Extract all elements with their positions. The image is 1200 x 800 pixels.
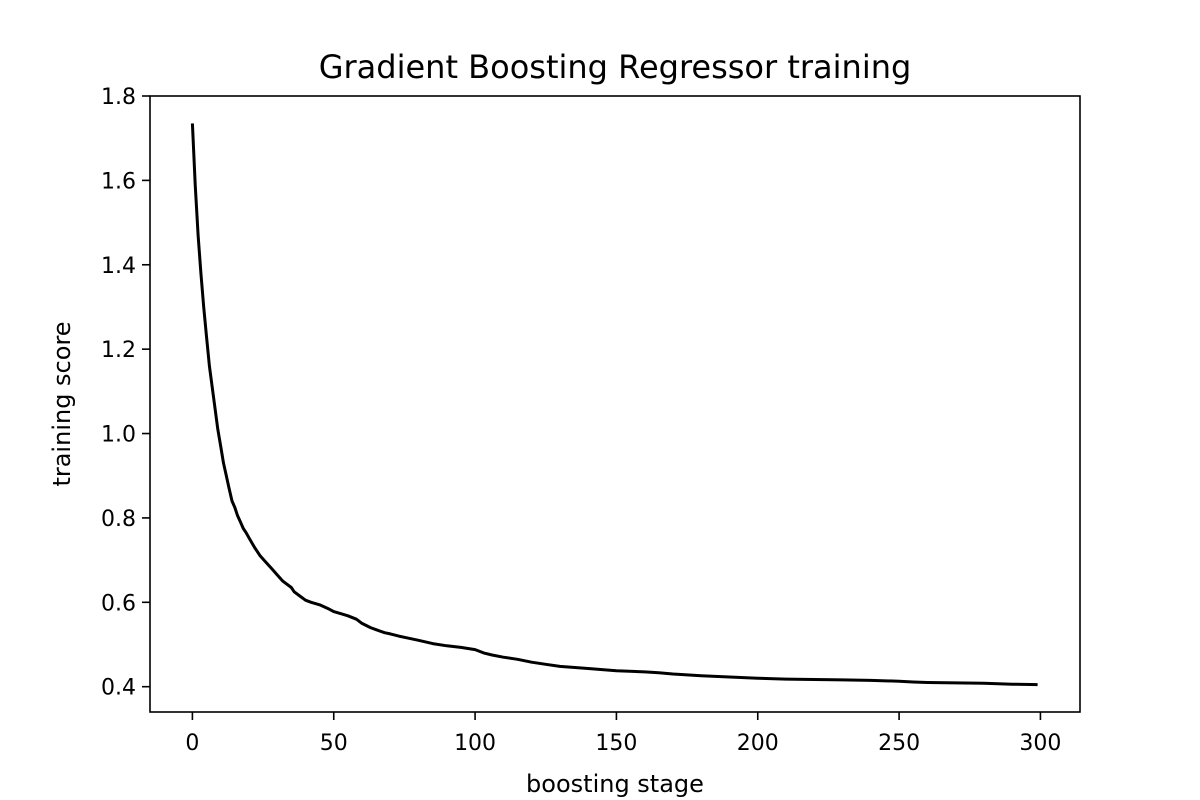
y-tick-label: 0.4 (101, 676, 136, 701)
x-tick-label: 200 (737, 731, 779, 756)
y-tick-label: 1.8 (101, 85, 136, 110)
y-tick-label: 1.0 (101, 423, 136, 448)
y-tick-label: 0.6 (101, 591, 136, 616)
x-axis: 0 50 100 150 200 250 300 (185, 712, 1061, 756)
x-tick-label: 250 (878, 731, 920, 756)
x-tick-label: 300 (1019, 731, 1061, 756)
y-axis-label: training score (48, 321, 76, 486)
x-tick-label: 150 (595, 731, 637, 756)
x-tick-label: 50 (320, 731, 348, 756)
y-tick-label: 1.4 (101, 254, 136, 279)
training-score-line (190, 123, 1038, 687)
plot-area-frame (149, 95, 1081, 713)
chart-title: Gradient Boosting Regressor training (319, 48, 912, 86)
x-tick-label: 0 (185, 731, 199, 756)
y-tick-label: 0.8 (101, 507, 136, 532)
y-tick-label: 1.2 (101, 338, 136, 363)
x-axis-label: boosting stage (526, 770, 704, 798)
y-tick-label: 1.6 (101, 169, 136, 194)
x-tick-label: 100 (454, 731, 496, 756)
y-axis: 0.4 0.6 0.8 1.0 1.2 1.4 1.6 1.8 (101, 85, 150, 701)
